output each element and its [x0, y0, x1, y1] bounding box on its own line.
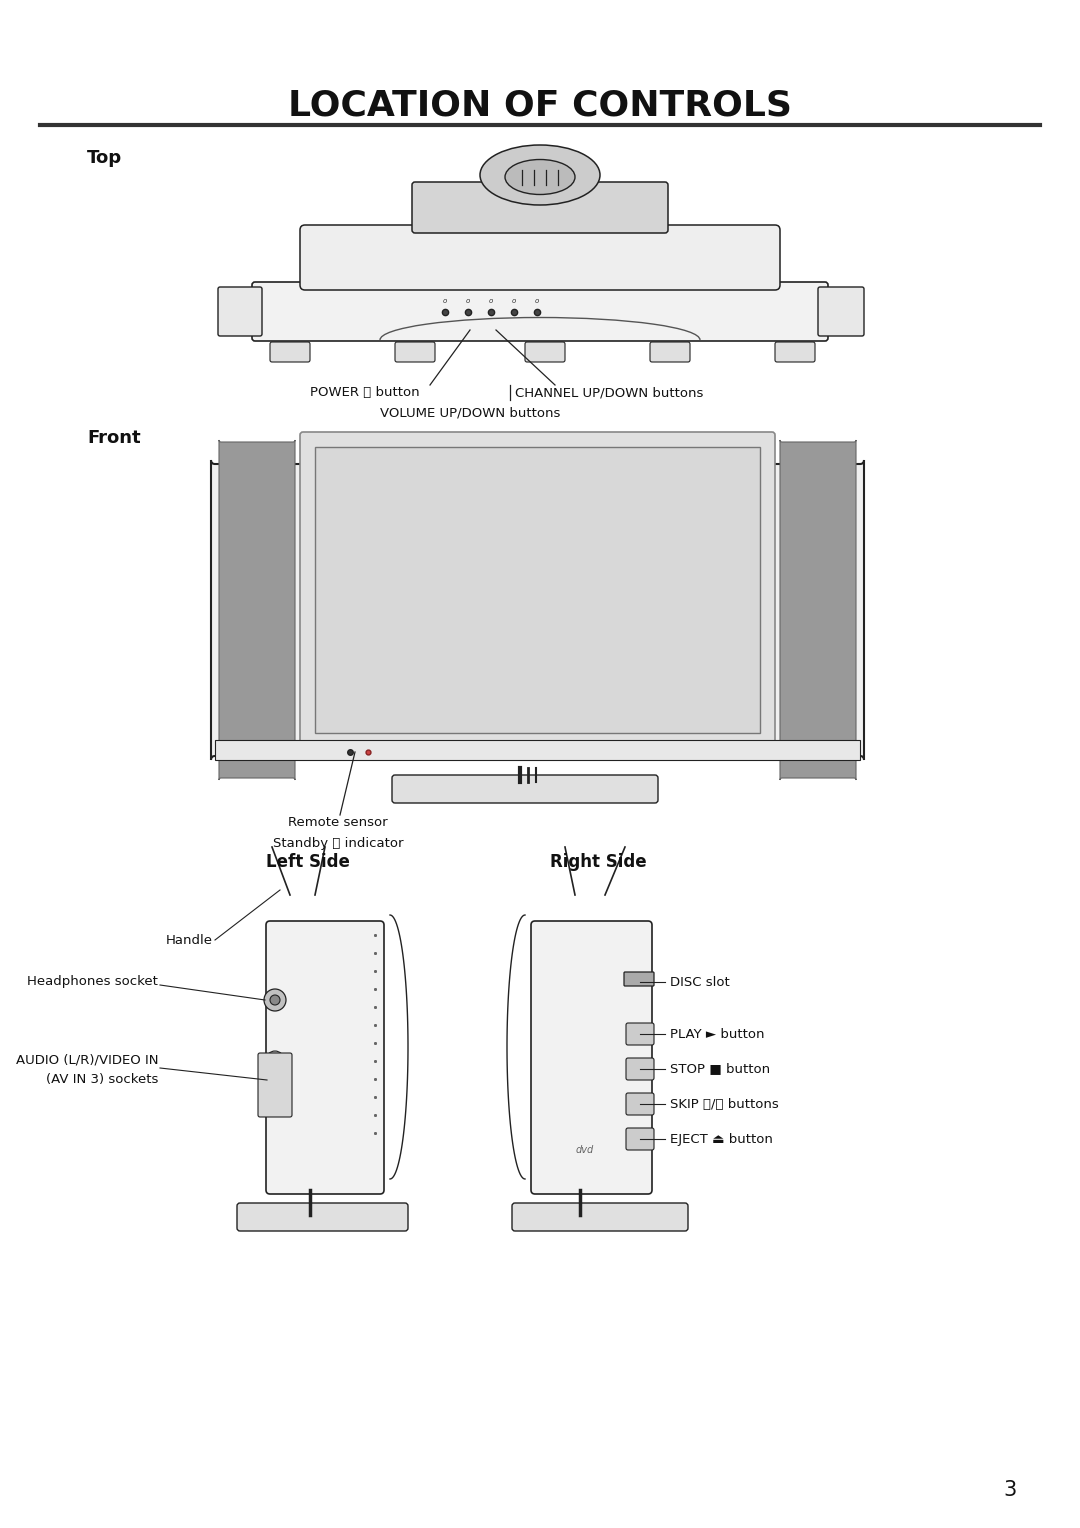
- Circle shape: [264, 989, 286, 1012]
- Text: 3: 3: [1003, 1481, 1016, 1500]
- Text: (AV IN 3) sockets: (AV IN 3) sockets: [45, 1074, 158, 1086]
- FancyBboxPatch shape: [624, 972, 654, 986]
- Circle shape: [266, 1071, 284, 1089]
- Circle shape: [271, 1056, 279, 1063]
- Text: dvd: dvd: [576, 1144, 594, 1155]
- FancyBboxPatch shape: [626, 1024, 654, 1045]
- FancyBboxPatch shape: [252, 283, 828, 341]
- Text: Front: Front: [87, 429, 140, 448]
- Text: PLAY ► button: PLAY ► button: [670, 1027, 765, 1041]
- FancyBboxPatch shape: [218, 287, 262, 336]
- Text: o: o: [443, 298, 447, 304]
- Text: DISC slot: DISC slot: [670, 975, 730, 989]
- FancyBboxPatch shape: [392, 775, 658, 804]
- FancyBboxPatch shape: [258, 1053, 292, 1117]
- FancyBboxPatch shape: [300, 225, 780, 290]
- Text: SKIP ⏭/⏮ buttons: SKIP ⏭/⏮ buttons: [670, 1097, 779, 1111]
- FancyBboxPatch shape: [780, 440, 856, 779]
- Circle shape: [270, 995, 280, 1005]
- FancyBboxPatch shape: [626, 1128, 654, 1151]
- Text: o: o: [512, 298, 516, 304]
- Circle shape: [271, 1076, 279, 1083]
- FancyBboxPatch shape: [650, 342, 690, 362]
- FancyBboxPatch shape: [411, 182, 669, 232]
- Text: Standby ⏻ indicator: Standby ⏻ indicator: [273, 836, 403, 850]
- FancyBboxPatch shape: [525, 342, 565, 362]
- FancyBboxPatch shape: [775, 342, 815, 362]
- Text: Right Side: Right Side: [550, 853, 646, 871]
- FancyBboxPatch shape: [818, 287, 864, 336]
- Circle shape: [271, 1096, 279, 1105]
- FancyBboxPatch shape: [626, 1093, 654, 1115]
- FancyBboxPatch shape: [266, 921, 384, 1193]
- FancyBboxPatch shape: [300, 432, 775, 749]
- Ellipse shape: [480, 145, 600, 205]
- Text: Headphones socket: Headphones socket: [27, 975, 158, 989]
- Text: Left Side: Left Side: [266, 853, 350, 871]
- Text: o: o: [535, 298, 539, 304]
- Circle shape: [266, 1051, 284, 1070]
- Text: POWER ⏻ button: POWER ⏻ button: [310, 387, 420, 399]
- Text: Remote sensor: Remote sensor: [288, 816, 388, 830]
- Text: Handle: Handle: [166, 934, 213, 946]
- FancyBboxPatch shape: [270, 342, 310, 362]
- Circle shape: [266, 1091, 284, 1109]
- FancyBboxPatch shape: [237, 1203, 408, 1232]
- FancyBboxPatch shape: [395, 342, 435, 362]
- Ellipse shape: [505, 159, 575, 194]
- FancyBboxPatch shape: [315, 448, 760, 733]
- Text: EJECT ⏏ button: EJECT ⏏ button: [670, 1132, 773, 1146]
- Text: STOP ■ button: STOP ■ button: [670, 1062, 770, 1076]
- FancyBboxPatch shape: [215, 740, 860, 759]
- Text: AUDIO (L/R)/VIDEO IN: AUDIO (L/R)/VIDEO IN: [15, 1053, 158, 1067]
- FancyBboxPatch shape: [211, 460, 864, 759]
- Text: CHANNEL UP/DOWN buttons: CHANNEL UP/DOWN buttons: [515, 387, 703, 399]
- FancyBboxPatch shape: [219, 440, 295, 779]
- Text: o: o: [465, 298, 470, 304]
- Text: LOCATION OF CONTROLS: LOCATION OF CONTROLS: [288, 89, 792, 122]
- Text: VOLUME UP/DOWN buttons: VOLUME UP/DOWN buttons: [380, 406, 561, 420]
- Text: o: o: [489, 298, 494, 304]
- FancyBboxPatch shape: [512, 1203, 688, 1232]
- FancyBboxPatch shape: [626, 1057, 654, 1080]
- Text: Top: Top: [87, 150, 122, 167]
- FancyBboxPatch shape: [531, 921, 652, 1193]
